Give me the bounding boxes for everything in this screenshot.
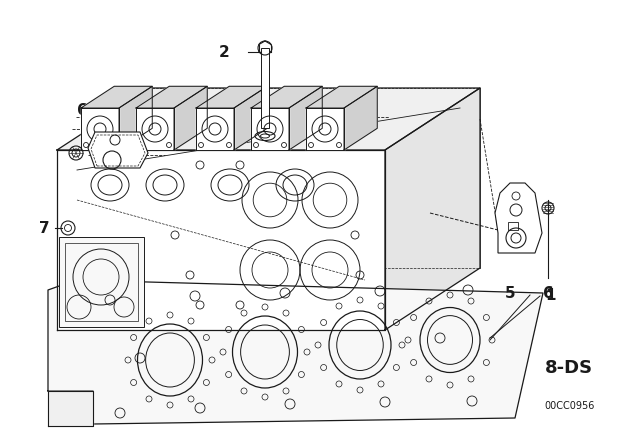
Polygon shape bbox=[306, 108, 344, 150]
Polygon shape bbox=[88, 132, 148, 168]
Polygon shape bbox=[57, 150, 385, 330]
Text: 00CC0956: 00CC0956 bbox=[545, 401, 595, 411]
Bar bbox=[65, 243, 138, 321]
Polygon shape bbox=[306, 86, 377, 108]
Polygon shape bbox=[196, 108, 234, 150]
Polygon shape bbox=[251, 108, 289, 150]
Polygon shape bbox=[196, 86, 268, 108]
Polygon shape bbox=[495, 183, 542, 253]
Polygon shape bbox=[81, 86, 152, 108]
Polygon shape bbox=[48, 391, 93, 426]
Bar bbox=[508, 222, 518, 230]
Text: 5: 5 bbox=[505, 285, 515, 301]
Bar bbox=[59, 237, 144, 327]
Text: 1: 1 bbox=[545, 288, 556, 302]
Text: 6: 6 bbox=[543, 285, 554, 301]
Polygon shape bbox=[57, 88, 480, 150]
Text: 7: 7 bbox=[40, 220, 50, 236]
Text: 4: 4 bbox=[102, 103, 113, 117]
Text: 6: 6 bbox=[77, 103, 88, 117]
Text: 3: 3 bbox=[220, 129, 230, 143]
Polygon shape bbox=[48, 280, 543, 424]
Polygon shape bbox=[119, 86, 152, 150]
Polygon shape bbox=[136, 108, 174, 150]
Polygon shape bbox=[251, 86, 323, 108]
Polygon shape bbox=[234, 86, 268, 150]
Polygon shape bbox=[385, 88, 480, 330]
Polygon shape bbox=[261, 48, 269, 128]
Polygon shape bbox=[344, 86, 377, 150]
Polygon shape bbox=[136, 86, 207, 108]
Text: 2: 2 bbox=[220, 44, 230, 60]
Polygon shape bbox=[289, 86, 323, 150]
Text: 8-DS: 8-DS bbox=[545, 359, 593, 377]
Polygon shape bbox=[174, 86, 207, 150]
Polygon shape bbox=[81, 108, 119, 150]
